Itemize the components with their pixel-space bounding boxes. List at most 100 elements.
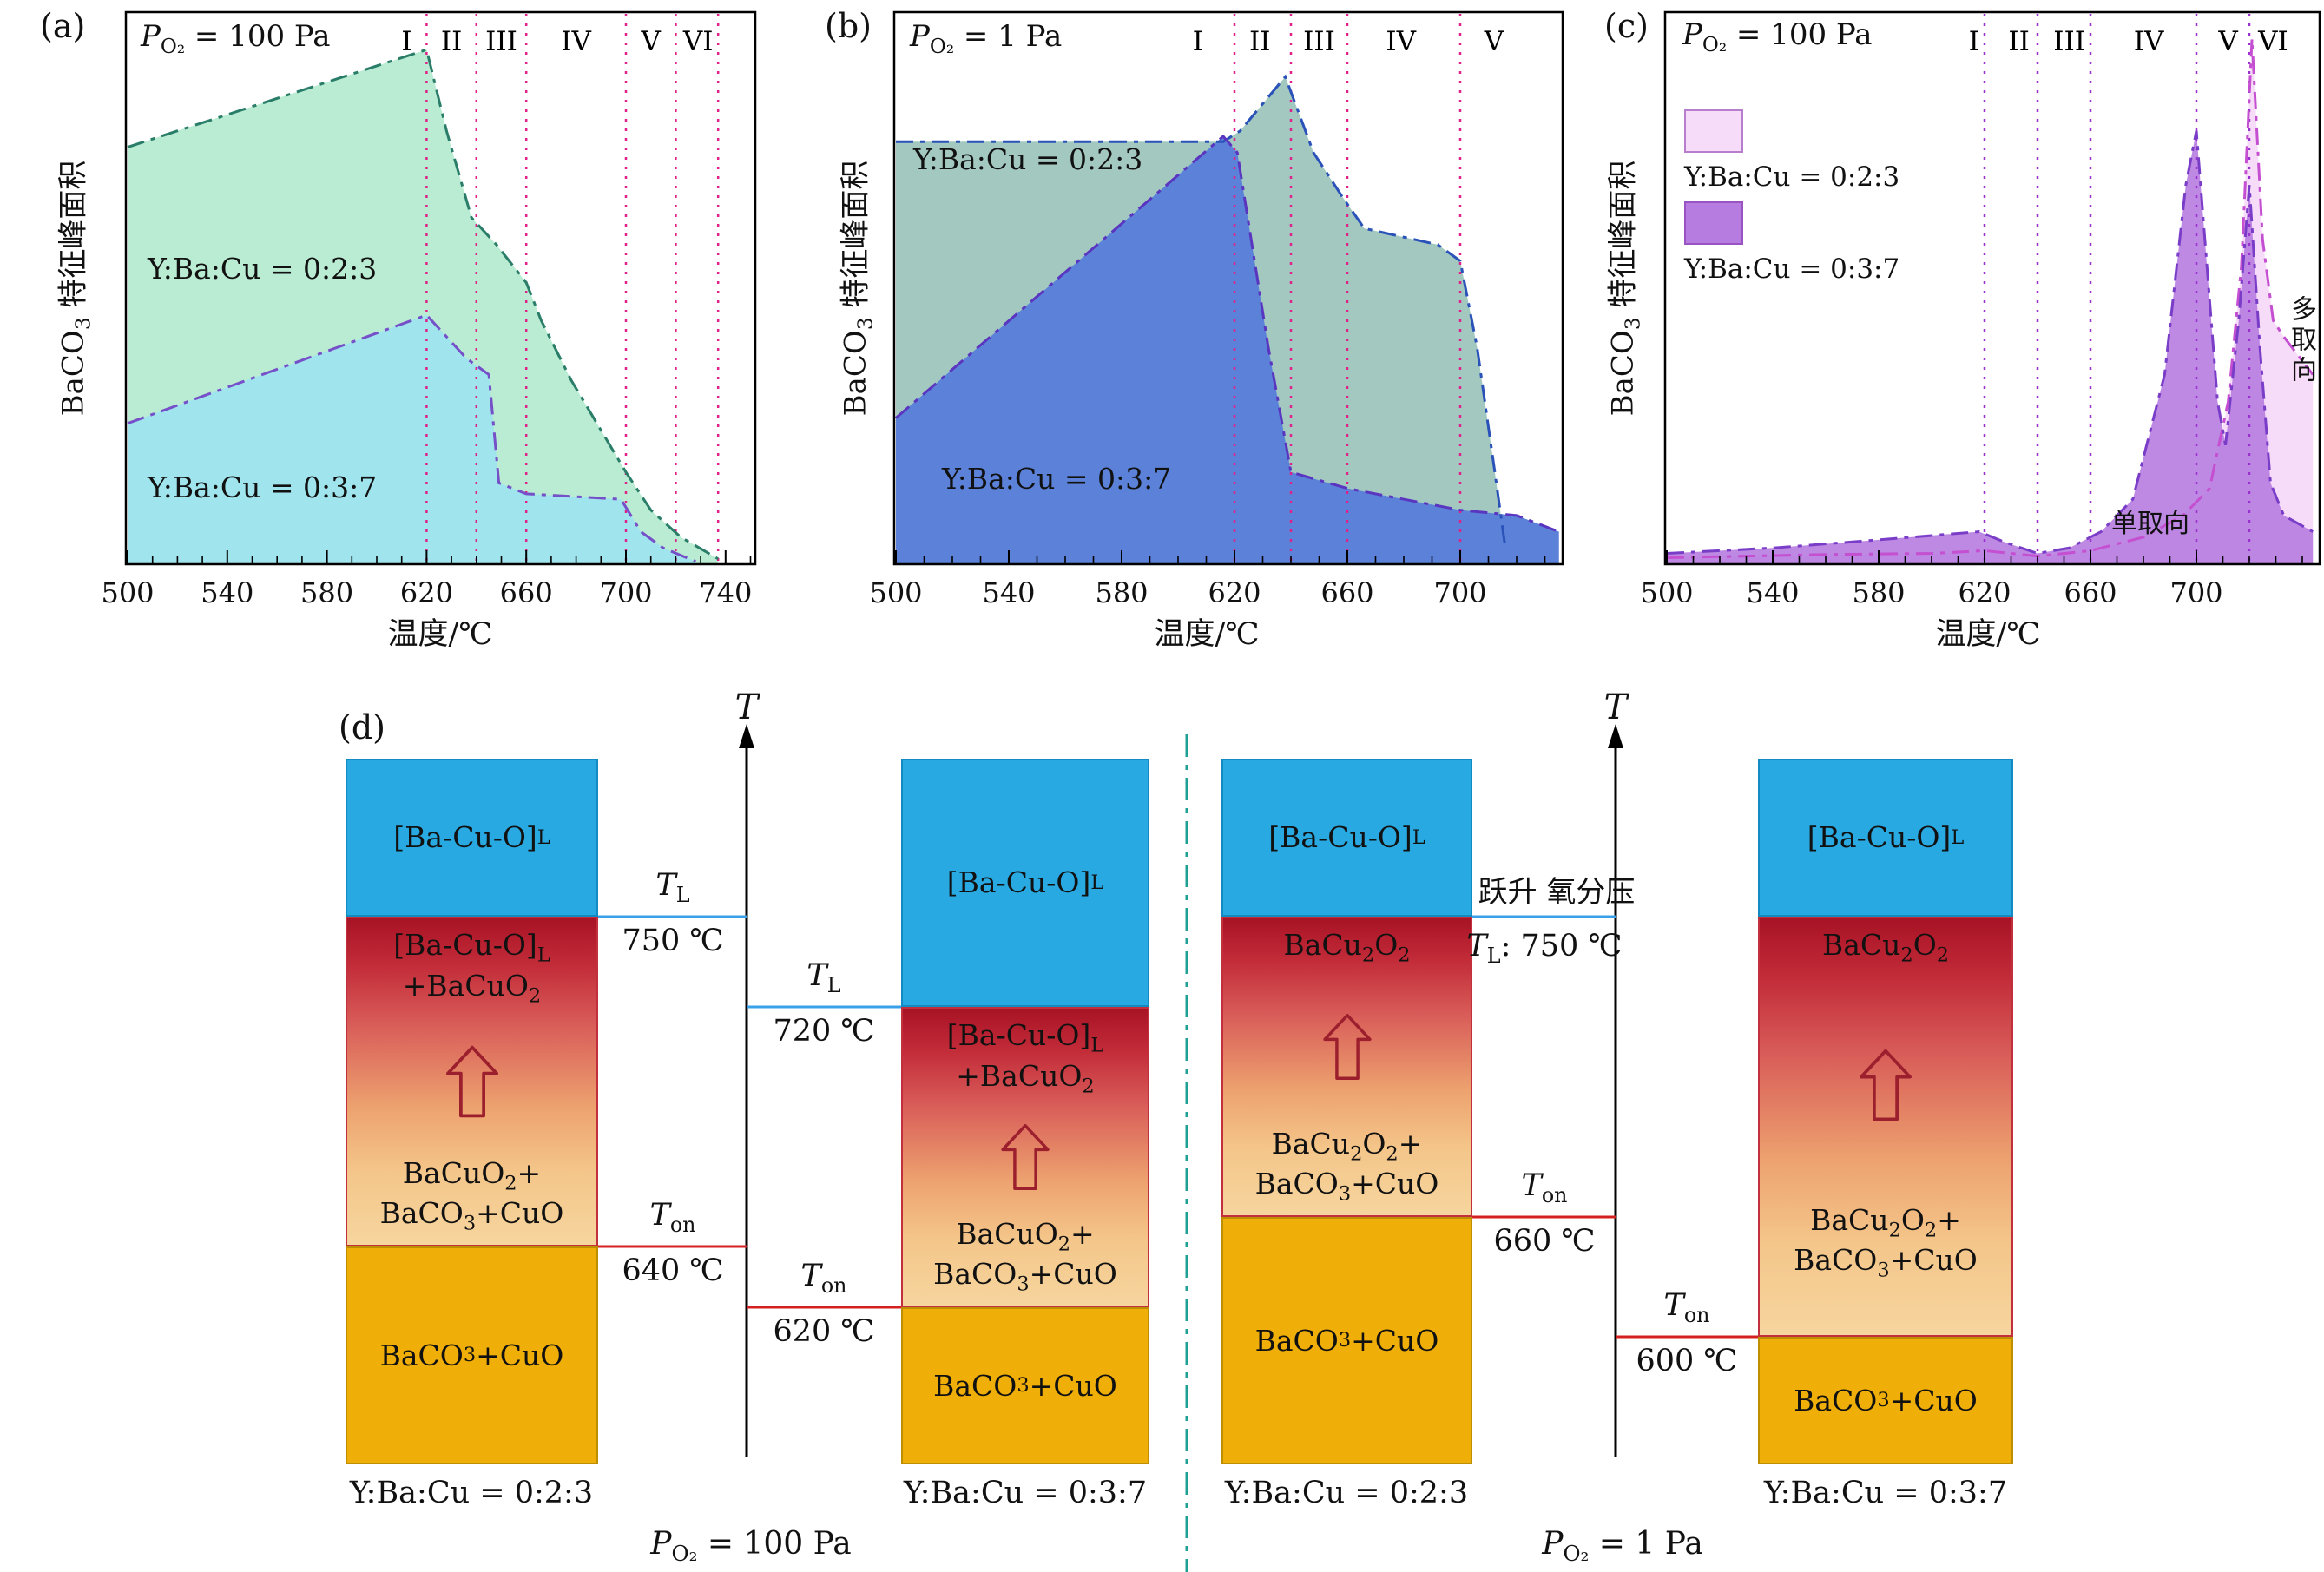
svg-text:660: 660 — [2064, 576, 2117, 609]
col2-liquid-segment: [Ba-Cu-O] L — [901, 759, 1149, 1007]
panel-label-a: (a) — [40, 7, 86, 45]
col1-caption: Y:Ba:Cu = 0:2:3 — [349, 1476, 594, 1510]
svg-text:I: I — [1969, 26, 1979, 57]
col4-solid-segment: BaCO 3 +CuO — [1758, 1337, 2013, 1464]
ton620-temp: 620 ℃ — [773, 1314, 875, 1349]
t-axis-left-arrow-icon — [739, 724, 754, 748]
col4-mid-lower-label: BaCu2O2+ BaCO3+CuO — [1794, 1202, 1978, 1282]
col4-liquid-segment: [Ba-Cu-O] L — [1758, 759, 2013, 917]
svg-text:II: II — [1249, 26, 1271, 57]
svg-text:660: 660 — [1320, 576, 1373, 609]
legend-label-037: Y:Ba:Cu = 0:3:7 — [1684, 253, 1900, 285]
svg-text:V: V — [641, 26, 662, 57]
panel-label-c: (c) — [1604, 7, 1649, 45]
up-arrow-icon — [1322, 1013, 1372, 1080]
col2-mid-lower-label: BaCuO2+ BaCO3+CuO — [933, 1216, 1117, 1296]
chart-b-series-label-023: Y:Ba:Cu = 0:2:3 — [913, 142, 1143, 176]
ton640-symbol: Ton — [649, 1198, 696, 1237]
pressure-subscript: O₂ — [160, 35, 186, 58]
col4-caption: Y:Ba:Cu = 0:3:7 — [1763, 1476, 2008, 1510]
svg-text:III: III — [1303, 26, 1335, 57]
ton600-symbol: Ton — [1663, 1288, 1710, 1327]
group-caption-100pa: PO₂ = 100 Pa — [650, 1526, 852, 1567]
svg-text:VI: VI — [682, 26, 714, 57]
chart-b-series-label-037: Y:Ba:Cu = 0:3:7 — [942, 462, 1172, 496]
svg-text:V: V — [2217, 26, 2238, 57]
svg-text:500: 500 — [869, 576, 922, 609]
ton660-temp: 660 ℃ — [1493, 1224, 1596, 1259]
svg-text:580: 580 — [1852, 576, 1905, 609]
annotation-single-orientation: 单取向 — [2111, 509, 2189, 539]
svg-text:740: 740 — [699, 576, 752, 609]
chart-a-series-label-023: Y:Ba:Cu = 0:2:3 — [148, 252, 378, 286]
pressure-value: = 100 Pa — [194, 19, 331, 54]
svg-text:IV: IV — [2134, 26, 2164, 57]
col2-mid-upper-label: [Ba-Cu-O]L +BaCuO2 — [946, 1018, 1104, 1098]
svg-text:620: 620 — [400, 576, 453, 609]
svg-text:V: V — [1484, 26, 1504, 57]
svg-text:VI: VI — [2257, 26, 2288, 57]
col1-liquid-segment: [Ba-Cu-O] L — [346, 759, 598, 917]
svg-text:III: III — [485, 26, 517, 57]
svg-text:620: 620 — [1208, 576, 1261, 609]
chart-c-legend: Y:Ba:Cu = 0:2:3 Y:Ba:Cu = 0:3:7 — [1684, 109, 1899, 285]
tl750R-label: TL: 750 ℃ — [1466, 929, 1623, 968]
svg-text:I: I — [401, 26, 411, 57]
col3-mid-upper-label: BaCu2O2 — [1283, 928, 1411, 967]
chart-b-title: PO₂ = 1 Pa — [910, 19, 1062, 58]
up-arrow-icon — [1001, 1124, 1050, 1190]
chart-c-title: PO₂ = 100 Pa — [1682, 17, 1873, 56]
svg-text:580: 580 — [1095, 576, 1148, 609]
col2-mixed-segment: [Ba-Cu-O]L +BaCuO2 BaCuO2+ BaCO3+CuO — [901, 1007, 1149, 1307]
svg-text:III: III — [2053, 26, 2085, 57]
ton600-temp: 600 ℃ — [1636, 1344, 1738, 1378]
t-axis-left-label: T — [734, 687, 759, 727]
jump-oxygen-pressure-label: 跃升 氧分压 — [1478, 875, 1636, 910]
panel-label-d: (d) — [339, 708, 385, 747]
pressure-value: = 1 Pa — [963, 19, 1063, 54]
svg-text:540: 540 — [982, 576, 1035, 609]
col4-mid-upper-label: BaCu2O2 — [1821, 928, 1950, 967]
pressure-symbol: P — [141, 19, 161, 54]
col3-liquid-segment: [Ba-Cu-O] L — [1221, 759, 1472, 917]
tl750L-symbol: TL — [655, 868, 690, 907]
chart-a-series-label-037: Y:Ba:Cu = 0:3:7 — [148, 470, 378, 504]
chart-b-xlabel: 温度/℃ — [1154, 617, 1260, 652]
t-axis-right-arrow-icon — [1608, 724, 1623, 748]
chart-a-ylabel: BaCO3 特征峰面积 — [56, 160, 95, 417]
pressure-subscript: O₂ — [1702, 33, 1728, 56]
svg-text:580: 580 — [300, 576, 353, 609]
svg-text:IV: IV — [1386, 26, 1416, 57]
chart-c-ylabel: BaCO3 特征峰面积 — [1605, 160, 1645, 417]
group-caption-1pa: PO₂ = 1 Pa — [1542, 1526, 1703, 1567]
svg-text:II: II — [2008, 26, 2030, 57]
chart-a-xlabel: 温度/℃ — [387, 617, 493, 652]
svg-text:IV: IV — [561, 26, 591, 57]
ton640-temp: 640 ℃ — [622, 1253, 724, 1288]
panel-label-b: (b) — [825, 7, 872, 45]
col3-solid-segment: BaCO 3 +CuO — [1221, 1217, 1472, 1464]
svg-text:660: 660 — [500, 576, 553, 609]
tl720-symbol: TL — [806, 958, 841, 997]
up-arrow-icon — [445, 1045, 498, 1118]
col1-mid-lower-label: BaCuO2+ BaCO3+CuO — [379, 1155, 564, 1235]
svg-text:700: 700 — [1433, 576, 1486, 609]
svg-text:II: II — [441, 26, 463, 57]
t-axis-right-label: T — [1603, 687, 1628, 727]
chart-c-xlabel: 温度/℃ — [1935, 617, 2041, 652]
diagram-lines — [598, 724, 1758, 1572]
col2-caption: Y:Ba:Cu = 0:3:7 — [903, 1476, 1148, 1510]
svg-text:500: 500 — [1640, 576, 1693, 609]
chart-b-ylabel: BaCO3 特征峰面积 — [838, 160, 878, 417]
up-arrow-icon — [1860, 1049, 1912, 1121]
legend-swatch-023 — [1684, 109, 1743, 153]
col3-mid-lower-label: BaCu2O2+ BaCO3+CuO — [1254, 1126, 1439, 1206]
tl720-temp: 720 ℃ — [773, 1014, 875, 1049]
col1-solid-segment: BaCO 3 +CuO — [346, 1246, 598, 1464]
pressure-symbol: P — [1682, 17, 1702, 52]
svg-text:500: 500 — [101, 576, 154, 609]
